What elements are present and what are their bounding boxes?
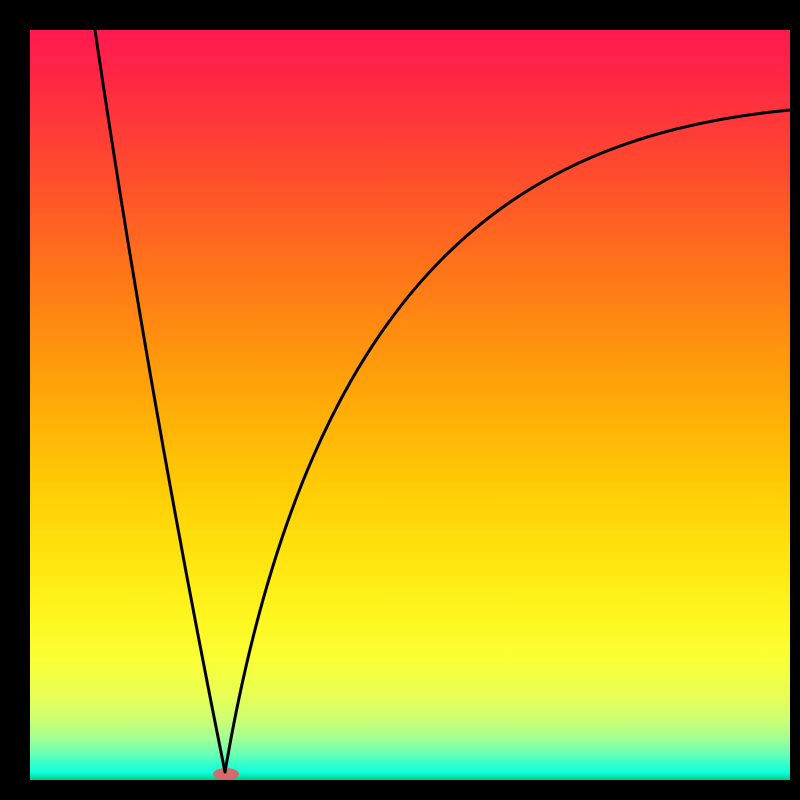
border-right <box>790 0 800 800</box>
chart-container: TheBottleneck.com <box>0 0 800 800</box>
border-top <box>0 0 800 30</box>
plot-area-svg <box>0 0 800 800</box>
border-bottom <box>0 780 800 800</box>
gradient-background <box>30 30 790 780</box>
border-left <box>0 0 30 800</box>
